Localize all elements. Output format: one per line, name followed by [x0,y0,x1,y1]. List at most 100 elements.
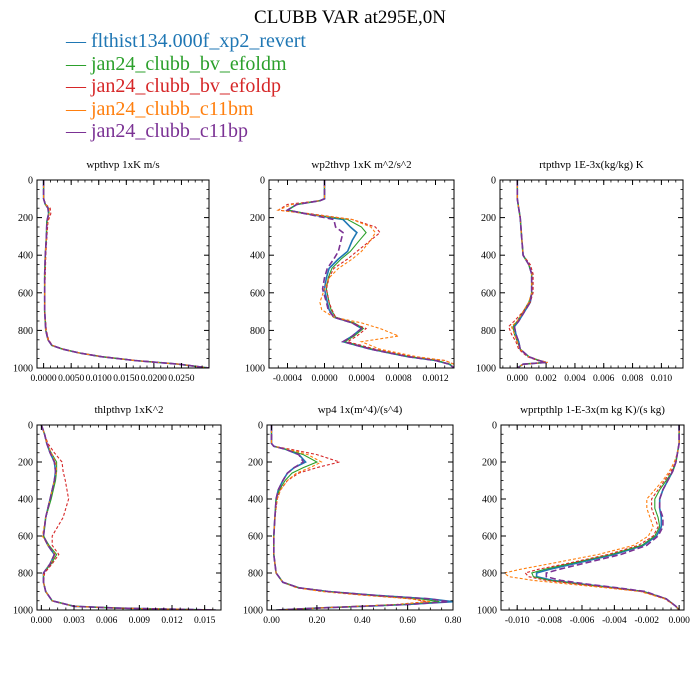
series-line [43,180,209,368]
y-tick-label: 0 [28,421,33,432]
y-tick-label: 600 [482,532,497,543]
y-tick-label: 0 [258,421,263,432]
x-tick-label: 0.012 [161,616,183,626]
series-line [507,180,548,368]
x-tick-label: 0.0000 [311,374,337,384]
x-tick-label: -0.002 [634,616,659,626]
x-tick-label: 0.008 [622,374,644,384]
x-tick-label: 0.0050 [58,374,84,384]
series-line [40,425,216,610]
plot-frame [36,179,210,369]
series-line [270,425,440,610]
series-group [507,180,548,368]
y-tick-label: 1000 [245,364,265,375]
series-line [270,425,449,610]
legend-marker: — [66,75,91,97]
chart-panel: rtpthvp 1E-3x(kg/kg) K 0 200 400 600 800 1000 0… [476,159,684,384]
y-tick-label: 0 [492,421,497,432]
series-group [40,425,216,610]
legend-marker: — [66,30,91,52]
chart-panel: wprtpthlp 1-E-3x(m kg K)/(s kg) 0 200 400 60… [477,404,690,626]
y-tick-label: 200 [248,458,263,469]
chart-title: wp2thvp 1xK m^2/s^2 [311,159,411,171]
x-tick-label: 0.006 [96,616,118,626]
y-tick-label: 400 [481,251,496,262]
legend-item: — flthist134.000f_xp2_revert [66,30,306,53]
series-line [276,180,454,368]
series-line [270,425,431,610]
plot-frame [268,179,455,369]
series-line [513,180,547,368]
series-group [42,180,209,368]
y-tick-label: 0 [260,176,265,187]
series-line [40,425,216,610]
y-tick-label: 400 [248,495,263,506]
x-tick-label: 0.003 [63,616,85,626]
legend-item: — jan24_clubb_c11bp [66,120,306,143]
x-tick-label: 0.010 [651,374,673,384]
chart-title: wprtpthlp 1-E-3x(m kg K)/(s kg) [520,404,665,416]
x-tick-label: 0.40 [354,616,371,626]
x-tick-label: 0.009 [129,616,151,626]
x-tick-label: 0.000 [507,374,529,384]
y-tick-label: 1000 [13,606,33,617]
series-line [40,425,216,610]
legend-marker: — [66,97,91,120]
y-tick-label: 0 [491,176,496,187]
y-tick-label: 1000 [476,364,496,375]
series-line [531,425,680,610]
y-tick-label: 800 [482,569,497,580]
legend-label: jan24_clubb_bv_efoldp [91,75,281,97]
y-tick-label: 400 [18,495,33,506]
x-tick-label: -0.004 [602,616,627,626]
x-tick-label: 0.0000 [31,374,57,384]
x-tick-label: 0.004 [564,374,586,384]
x-tick-label: 0.20 [309,616,326,626]
chart-title: wp4 1x(m^4)/(s^4) [318,404,403,416]
y-tick-label: 200 [482,458,497,469]
x-tick-label: -0.006 [570,616,595,626]
y-tick-label: 600 [18,532,33,543]
y-tick-label: 0 [28,176,33,187]
series-line [43,180,209,368]
x-tick-label: -0.008 [537,616,562,626]
x-tick-label: 0.00 [263,616,280,626]
y-tick-label: 400 [250,251,265,262]
page-title: CLUBB VAR at295E,0N [254,7,446,28]
series-line [524,425,680,610]
y-tick-label: 600 [248,532,263,543]
x-tick-label: 0.80 [445,616,462,626]
series-line [276,180,454,368]
y-tick-label: 800 [481,326,496,337]
chart-title: thlpthvp 1xK^2 [94,404,163,416]
x-tick-label: 0.0150 [113,374,139,384]
y-tick-label: 200 [481,213,496,224]
series-line [40,425,216,610]
y-tick-label: 600 [250,288,265,299]
series-group [502,425,680,610]
legend-label: jan24_clubb_c11bm [91,97,254,120]
x-tick-label: 0.0250 [168,374,194,384]
x-tick-label: 0.000 [31,616,53,626]
y-tick-label: 1000 [477,606,497,617]
legend-item: — jan24_clubb_bv_efoldp [66,75,306,98]
legend-label: jan24_clubb_c11bp [91,120,249,142]
y-tick-label: 600 [18,288,33,299]
x-tick-label: 0.60 [399,616,416,626]
series-line [502,425,680,610]
y-tick-label: 400 [18,251,33,262]
x-tick-label: 0.0100 [86,374,112,384]
y-tick-label: 200 [250,213,265,224]
legend-label: jan24_clubb_bv_efoldm [91,52,287,75]
series-line [545,425,680,610]
x-tick-label: 0.015 [194,616,216,626]
legend-marker: — [66,52,91,75]
legend-label: flthist134.000f_xp2_revert [91,30,306,52]
x-tick-label: 0.0008 [385,374,411,384]
plot-frame [36,424,222,611]
x-tick-label: -0.0004 [273,374,303,384]
y-tick-label: 1000 [243,606,263,617]
y-tick-label: 600 [481,288,496,299]
